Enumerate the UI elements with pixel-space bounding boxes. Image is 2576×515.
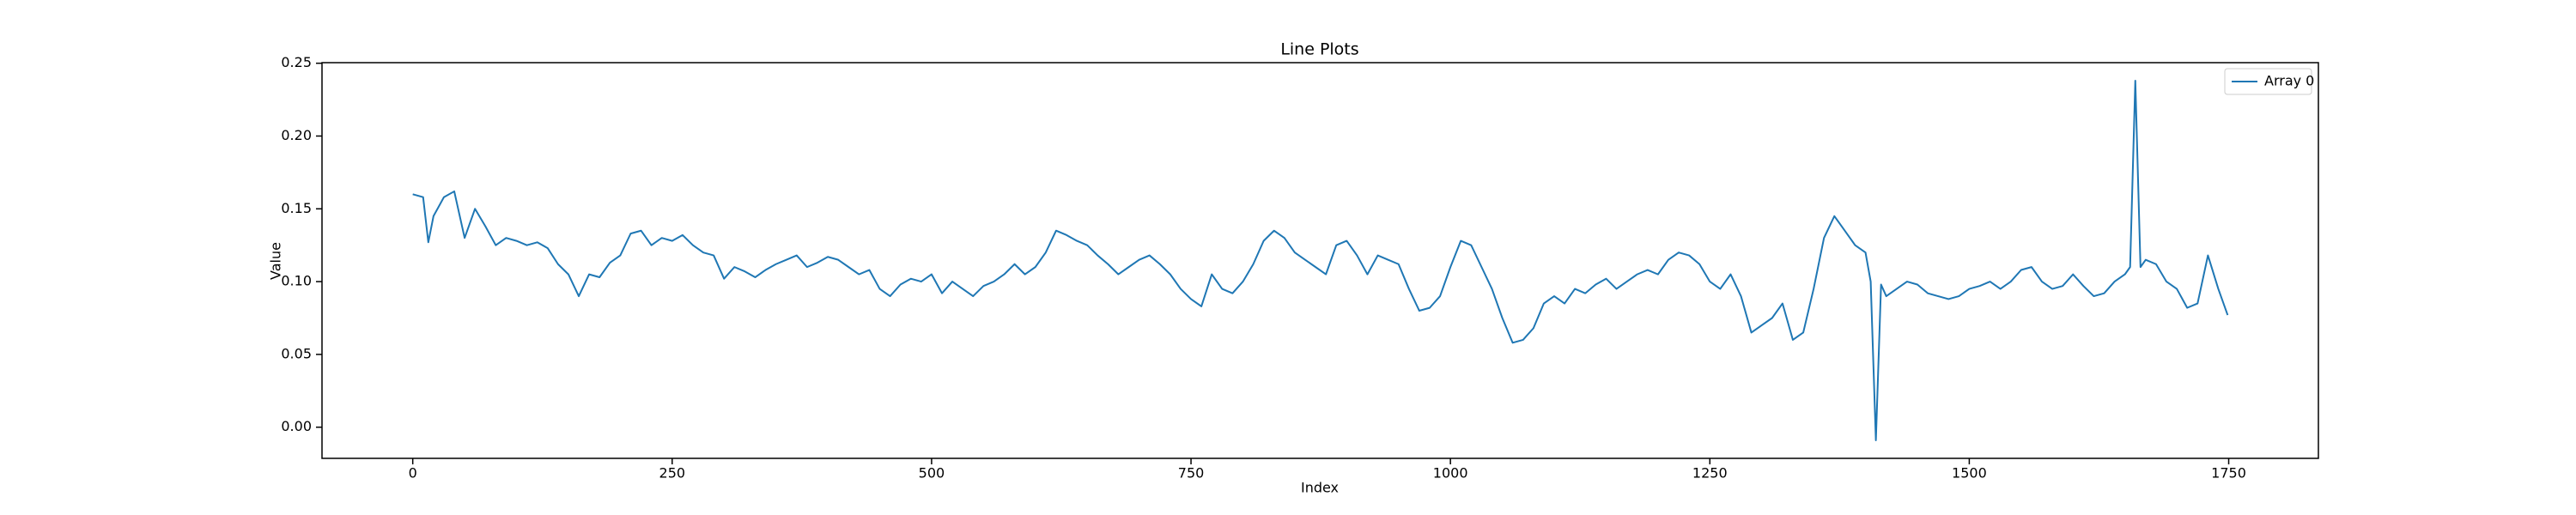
data-line: [412, 80, 2229, 441]
y-tick-label: 0.10: [281, 273, 312, 289]
x-tick-label: 500: [919, 465, 945, 482]
x-tick-label: 250: [659, 465, 686, 482]
y-tick-label: 0.05: [281, 345, 312, 361]
x-tick-label: 1750: [2211, 465, 2246, 482]
x-tick-label: 750: [1178, 465, 1205, 482]
plot-frame: [321, 62, 2319, 459]
y-axis-label: Value: [268, 242, 284, 280]
x-tick-label: 0: [409, 465, 417, 482]
x-tick-label: 1250: [1692, 465, 1728, 482]
y-tick-label: 0.25: [281, 54, 312, 70]
legend-box: [2224, 68, 2312, 95]
x-tick-label: 1000: [1433, 465, 1468, 482]
y-tick-label: 0.00: [281, 418, 312, 434]
y-tick-label: 0.20: [281, 127, 312, 143]
y-tick-label: 0.15: [281, 200, 312, 216]
legend-label: Array 0: [2264, 73, 2314, 89]
chart-title: Line Plots: [1280, 40, 1358, 59]
x-axis-label: Index: [1301, 480, 1339, 496]
x-tick-label: 1500: [1952, 465, 1987, 482]
